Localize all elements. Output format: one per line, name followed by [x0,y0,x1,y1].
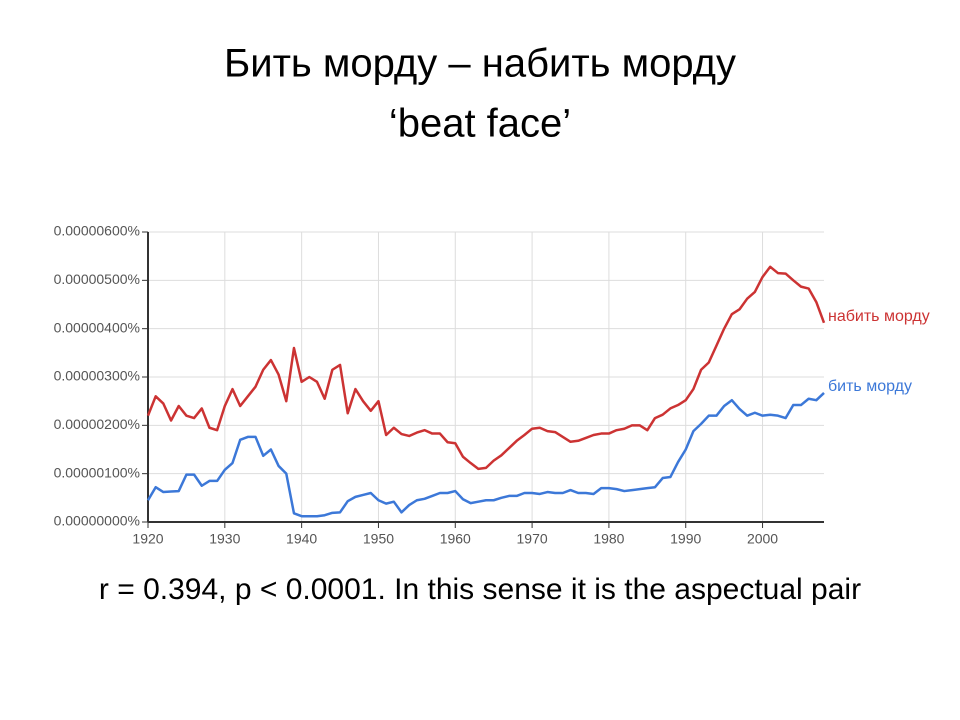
series-line [146,392,825,518]
y-tick-label: 0.00000000% [54,513,140,529]
legend-label: набить морду [828,308,930,325]
chart-title: Бить морду – набить морду [224,42,736,86]
y-tick-label: 0.00000500% [54,271,140,287]
x-tick-label: 1950 [363,531,394,547]
series-line [146,265,826,471]
x-tick-label: 1920 [132,531,163,547]
y-tick-label: 0.00000100% [54,464,140,480]
x-tick-label: 1960 [440,531,471,547]
y-tick-label: 0.00000300% [54,368,140,384]
chart: Бить морду – набить морду ‘beat face’ 0.… [54,42,930,547]
caption: r = 0.394, p < 0.0001. In this sense it … [98,573,862,606]
y-tick-label: 0.00000400% [54,319,140,335]
x-tick-label: 1980 [593,531,624,547]
legend-label: бить морду [828,378,912,395]
y-tick-label: 0.00000200% [54,416,140,432]
x-tick-label: 1990 [670,531,701,547]
x-tick-label: 1970 [517,531,548,547]
x-tick-label: 1940 [286,531,317,547]
x-tick-label: 1930 [209,531,240,547]
x-tick-label: 2000 [747,531,778,547]
y-tick-label: 0.00000600% [54,223,140,239]
chart-subtitle: ‘beat face’ [389,102,571,146]
